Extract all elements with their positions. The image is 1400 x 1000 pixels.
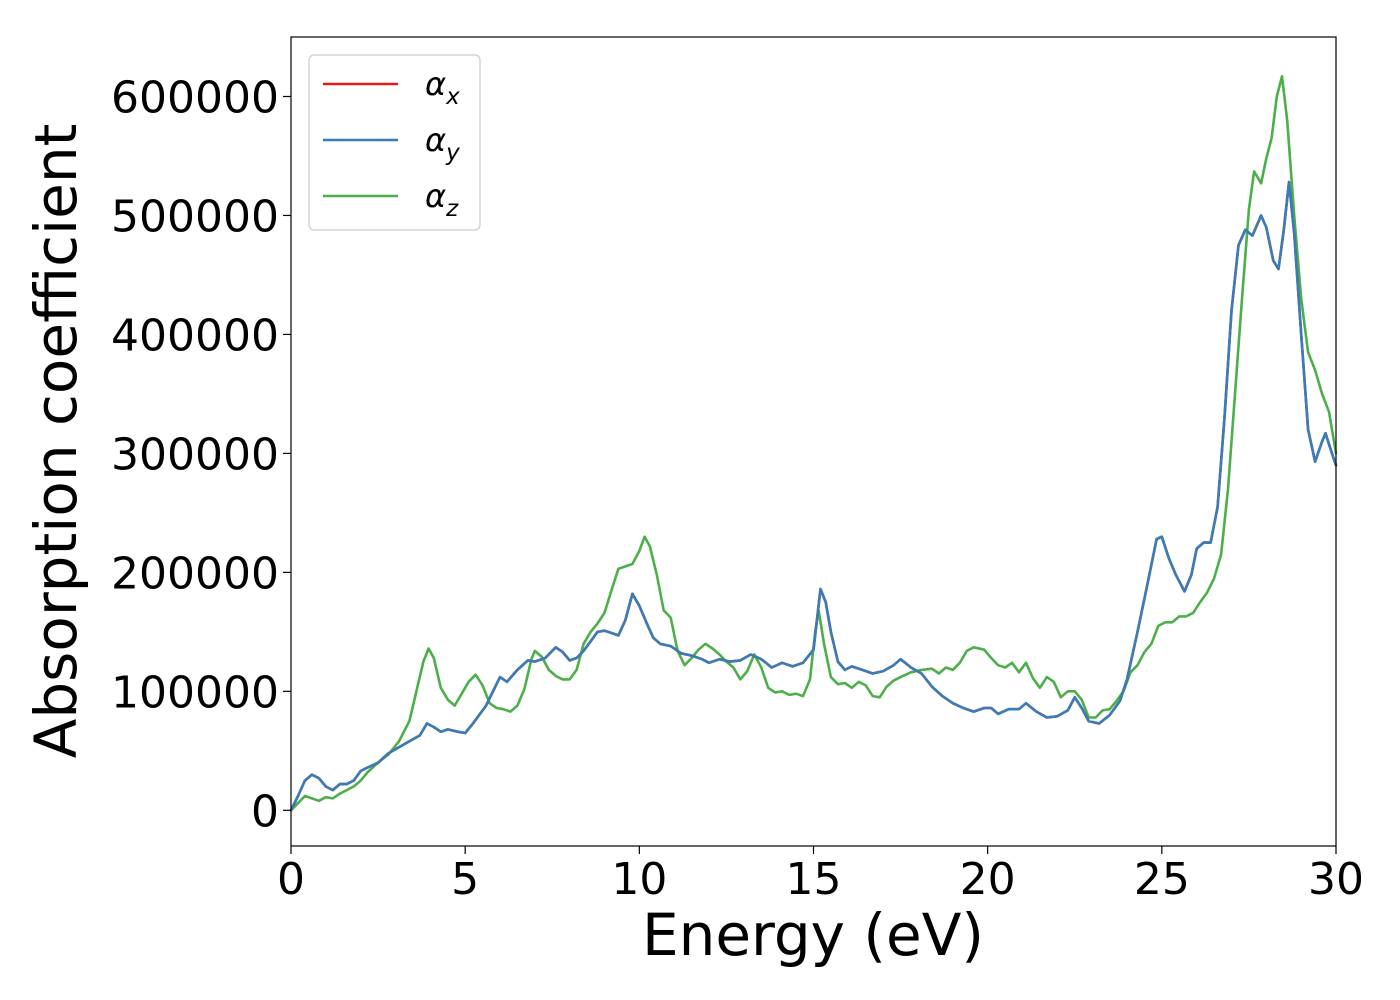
x-tick-label: 30 bbox=[1308, 854, 1364, 905]
x-tick-label: 25 bbox=[1134, 854, 1190, 905]
y-tick-label: 600000 bbox=[111, 72, 279, 123]
y-axis-title: Absorption coefficient bbox=[22, 124, 90, 759]
y-tick-label: 200000 bbox=[111, 548, 279, 599]
y-tick-label: 500000 bbox=[111, 191, 279, 242]
y-tick-label: 400000 bbox=[111, 310, 279, 361]
x-tick-label: 20 bbox=[960, 854, 1016, 905]
x-tick-label: 15 bbox=[786, 854, 842, 905]
x-axis-ticks: 0 5 10 15 20 25 30 bbox=[277, 846, 1364, 905]
x-axis-title: Energy (eV) bbox=[642, 901, 984, 969]
series-layer bbox=[289, 75, 1338, 812]
y-tick-label: 300000 bbox=[111, 429, 279, 480]
x-tick-label: 5 bbox=[451, 854, 479, 905]
series-line-y bbox=[289, 180, 1338, 812]
x-tick-label: 0 bbox=[277, 854, 305, 905]
legend-box bbox=[308, 54, 481, 231]
x-tick-label: 10 bbox=[611, 854, 667, 905]
y-tick-label: 0 bbox=[251, 786, 279, 837]
y-tick-label: 100000 bbox=[111, 667, 279, 718]
y-axis-ticks: 0 100000 200000 300000 400000 500000 600000 bbox=[111, 72, 291, 837]
